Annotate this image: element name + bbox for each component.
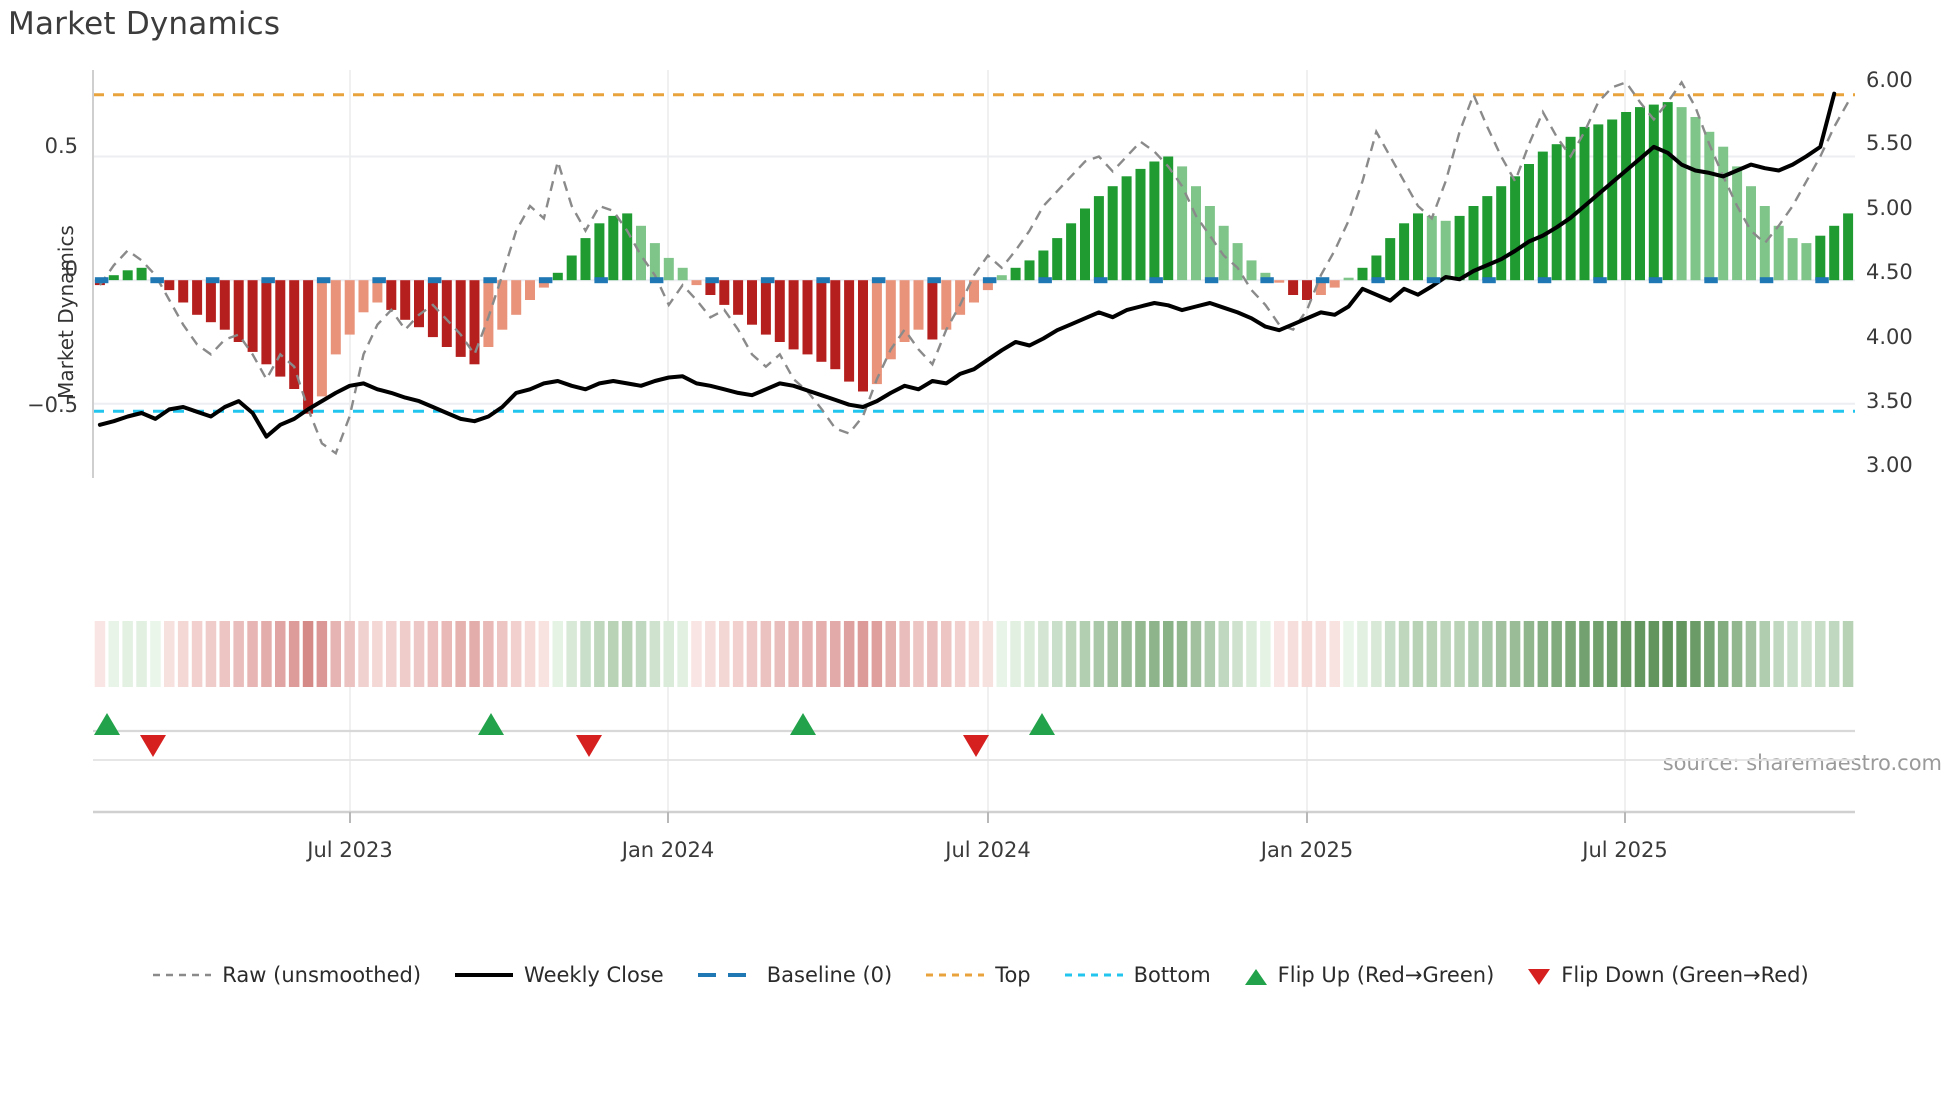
legend-label-weekly-close: Weekly Close [524,963,664,987]
y-tick-right-4: 4.00 [1866,325,1913,349]
legend-item-weekly-close[interactable]: Weekly Close [453,963,664,987]
dashed-blue-line-icon [696,967,758,983]
momentum-heat-strip [94,621,1854,687]
red-down-triangle-icon [1526,967,1552,985]
y-tick-right-0: 6.00 [1866,68,1913,92]
x-tick-2: Jul 2024 [945,838,1031,862]
chart-legend: Raw (unsmoothed) Weekly Close Baseline (… [0,963,1960,987]
flip-markers [94,713,1055,757]
y-tick-right-5: 3.50 [1866,389,1913,413]
raw-unsmoothed-line [98,80,1850,456]
legend-label-top: Top [995,963,1031,987]
y-tick-right-1: 5.50 [1866,131,1913,155]
x-tick-1: Jan 2024 [621,838,715,862]
legend-item-baseline[interactable]: Baseline (0) [696,963,892,987]
dotted-orange-line-icon [924,967,986,983]
legend-item-flip-up[interactable]: Flip Up (Red→Green) [1243,963,1495,987]
x-tick-0: Jul 2023 [307,838,393,862]
legend-label-bottom: Bottom [1133,963,1211,987]
flip-up-marker [790,713,816,735]
x-tick-4: Jul 2025 [1582,838,1668,862]
y-tick-right-6: 3.00 [1866,453,1913,477]
legend-label-flip-down: Flip Down (Green→Red) [1561,963,1809,987]
legend-item-bottom[interactable]: Bottom [1063,963,1211,987]
legend-label-baseline: Baseline (0) [766,963,893,987]
y-tick-right-3: 4.50 [1866,260,1913,284]
dotted-cyan-line-icon [1063,967,1125,983]
dashed-gray-line-icon [151,967,213,983]
y-tick-right-2: 5.00 [1866,196,1913,220]
y-tick-left-2: −0.5 [27,393,78,417]
y-tick-left-1: 0 [64,257,78,281]
weekly-close-line [97,91,1837,439]
legend-label-flip-up: Flip Up (Red→Green) [1277,963,1495,987]
reference-lines [93,93,1855,413]
solid-black-line-icon [453,967,515,983]
legend-label-raw: Raw (unsmoothed) [222,963,422,987]
axis-frame [92,70,1855,823]
gridlines [93,70,1855,813]
flip-down-marker [140,735,166,757]
flip-up-marker [1029,713,1055,735]
legend-item-flip-down[interactable]: Flip Down (Green→Red) [1526,963,1809,987]
legend-item-raw[interactable]: Raw (unsmoothed) [151,963,421,987]
green-up-triangle-icon [1243,967,1269,985]
source-attribution: source: sharemaestro.com [1662,751,1942,775]
flip-down-marker [963,735,989,757]
x-tick-3: Jan 2025 [1260,838,1354,862]
y-tick-left-0: 0.5 [44,134,78,158]
flip-up-marker [94,713,120,735]
flip-up-marker [478,713,504,735]
legend-item-top[interactable]: Top [924,963,1031,987]
page-title: Market Dynamics [8,6,281,42]
flip-down-marker [576,735,602,757]
